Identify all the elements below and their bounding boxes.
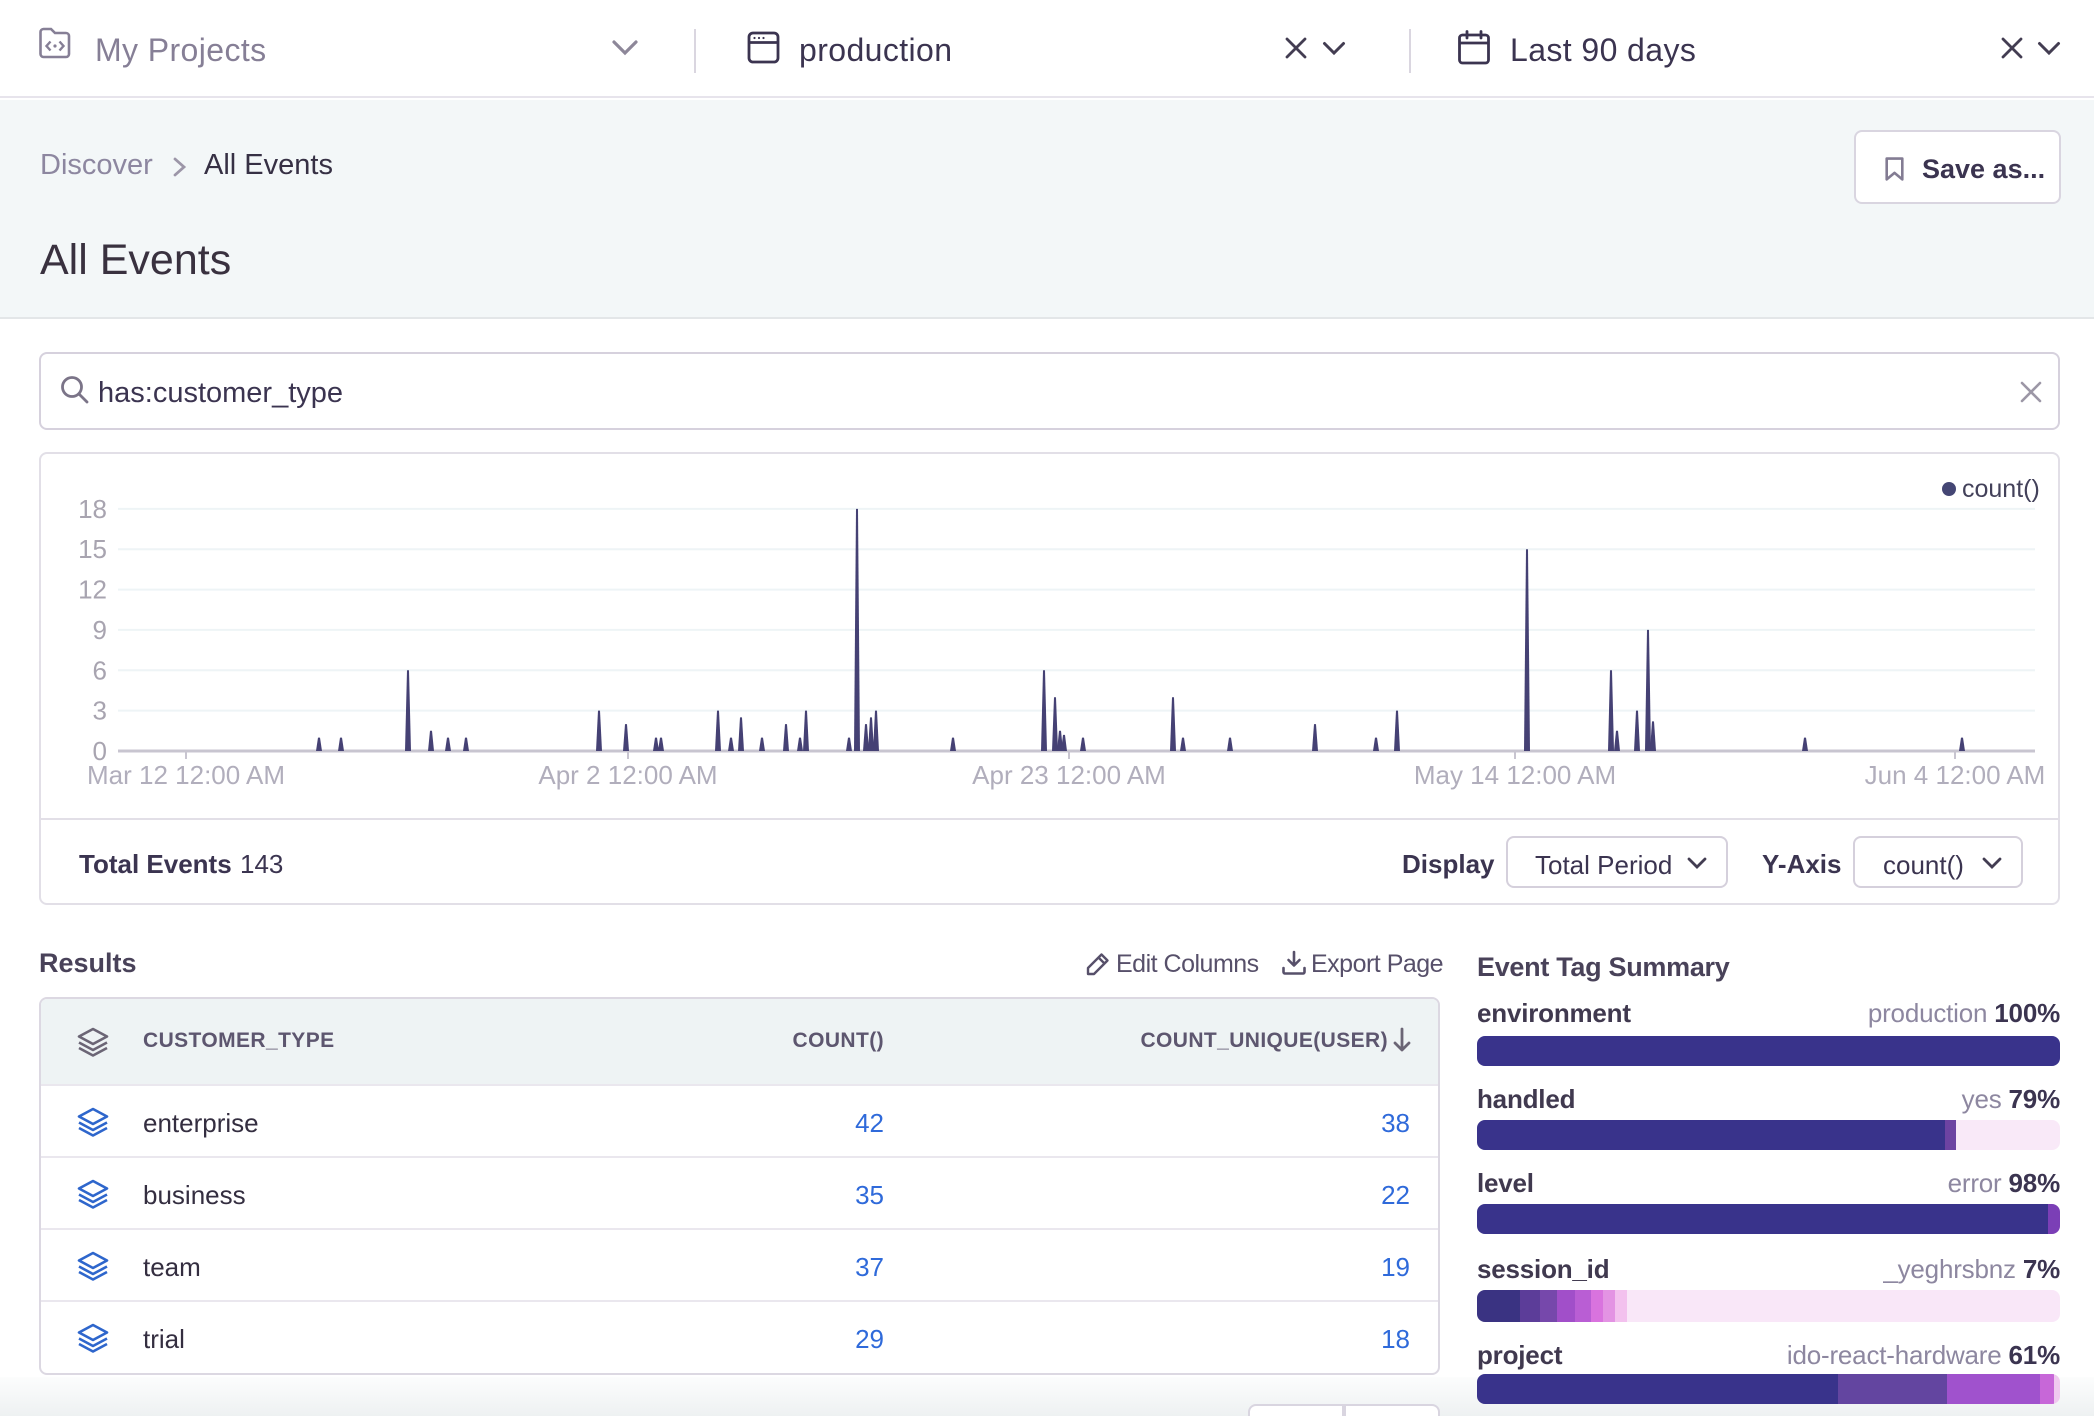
svg-text:3: 3	[93, 696, 107, 726]
svg-text:0: 0	[93, 736, 107, 766]
svg-text:12: 12	[78, 575, 107, 605]
svg-text:Apr 2 12:00 AM: Apr 2 12:00 AM	[538, 760, 717, 790]
svg-text:May 14 12:00 AM: May 14 12:00 AM	[1414, 760, 1616, 790]
svg-text:Apr 23 12:00 AM: Apr 23 12:00 AM	[972, 760, 1166, 790]
svg-text:18: 18	[78, 494, 107, 524]
svg-text:6: 6	[93, 655, 107, 685]
svg-text:9: 9	[93, 615, 107, 645]
svg-text:Mar 12 12:00 AM: Mar 12 12:00 AM	[87, 760, 285, 790]
svg-text:15: 15	[78, 534, 107, 564]
svg-text:Jun 4 12:00 AM: Jun 4 12:00 AM	[1865, 760, 2046, 790]
